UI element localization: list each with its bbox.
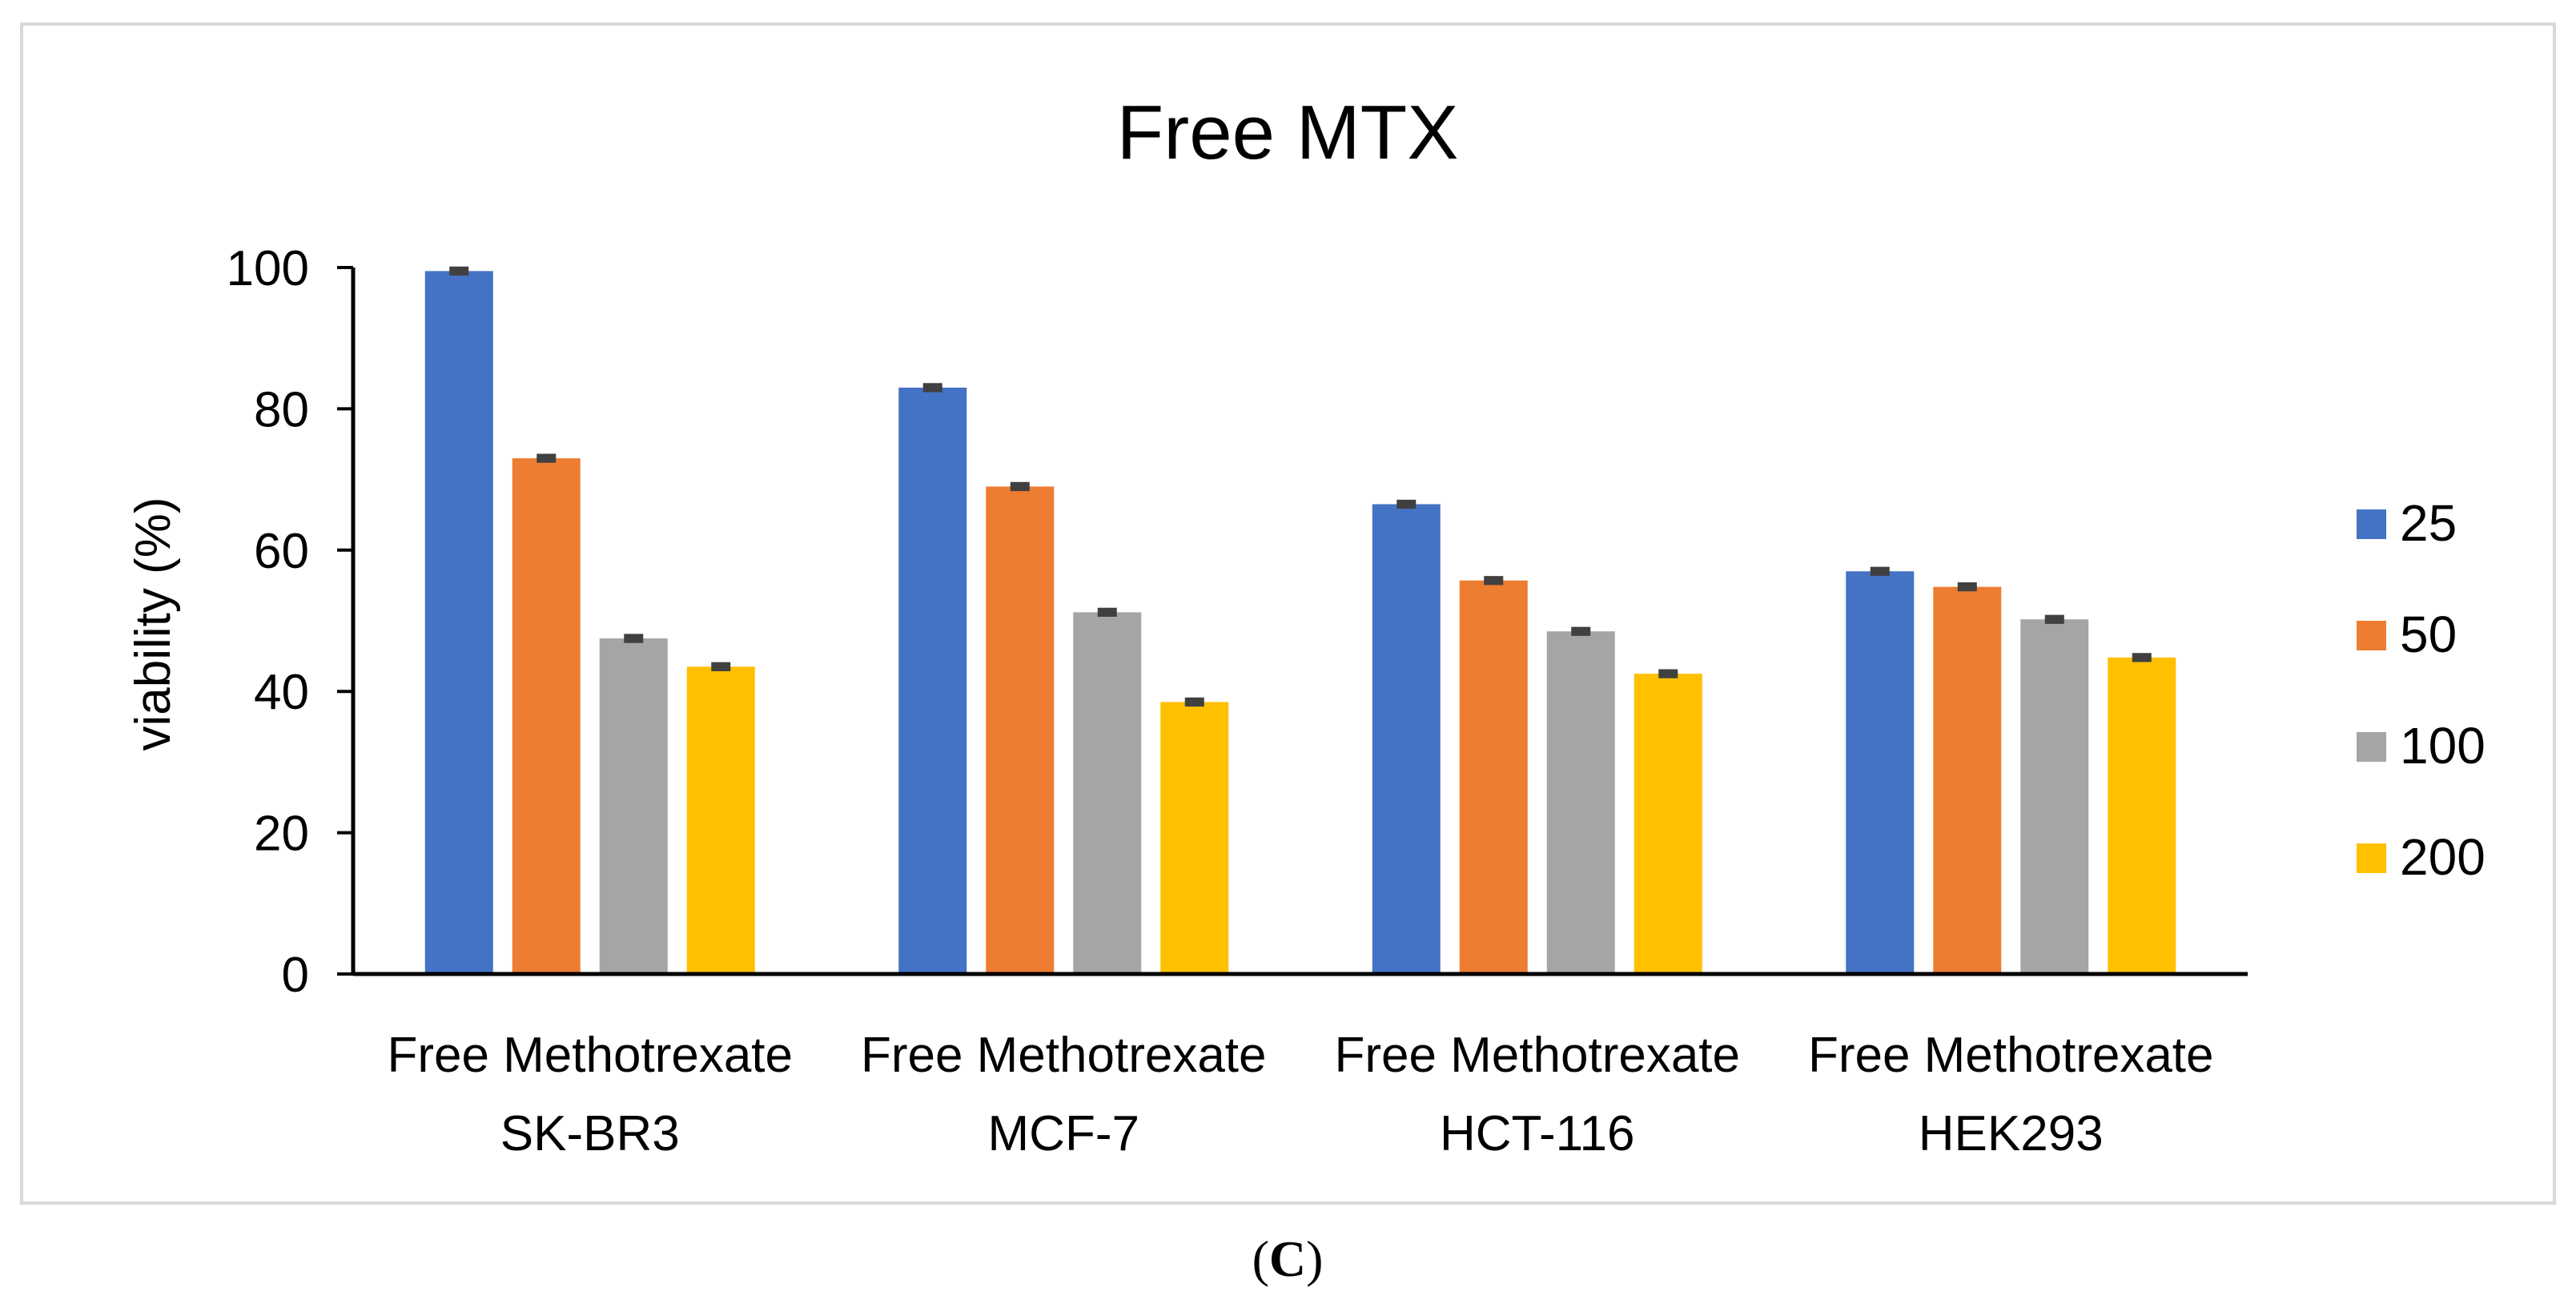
legend-label: 200 xyxy=(2400,828,2486,886)
bar xyxy=(898,387,967,974)
legend-swatch xyxy=(2357,509,2386,539)
bar xyxy=(2108,657,2176,974)
bars-layer xyxy=(424,266,2176,974)
caption-close-paren: ) xyxy=(1306,1230,1323,1287)
legend-swatch xyxy=(2357,843,2386,873)
x-tick-label: Free Methotrexate xyxy=(861,1028,1267,1083)
y-tick-label: 20 xyxy=(254,807,309,862)
bar xyxy=(1160,702,1229,974)
x-tick-label: SK-BR3 xyxy=(500,1106,680,1161)
bar xyxy=(1846,571,1915,974)
y-tick-label: 60 xyxy=(254,524,309,579)
bar xyxy=(1634,674,1702,974)
y-tick-label: 40 xyxy=(254,665,309,720)
bar xyxy=(1459,580,1528,974)
legend-label: 100 xyxy=(2400,717,2486,775)
x-axis-labels: Free Methotrexate SK-BR3 Free Methotrexate… xyxy=(387,1028,2213,1161)
y-axis-ticks: 0 20 40 60 80 100 xyxy=(227,241,353,1003)
bar xyxy=(686,666,755,974)
legend-swatch xyxy=(2357,621,2386,650)
x-tick-label: Free Methotrexate xyxy=(1808,1028,2214,1083)
x-tick-label: Free Methotrexate xyxy=(387,1028,793,1083)
legend: 25 50 100 200 xyxy=(2357,494,2486,886)
x-tick-label: Free Methotrexate xyxy=(1334,1028,1740,1083)
panel-caption: (C) xyxy=(1252,1230,1324,1287)
y-tick-label: 80 xyxy=(254,382,309,437)
legend-label: 50 xyxy=(2400,606,2457,663)
y-tick-label: 100 xyxy=(227,241,309,296)
caption-open-paren: ( xyxy=(1252,1230,1269,1287)
bar xyxy=(1372,504,1441,974)
bar xyxy=(2020,619,2089,974)
bar xyxy=(986,486,1055,974)
legend-swatch xyxy=(2357,732,2386,762)
caption-letter: C xyxy=(1269,1230,1306,1287)
chart-title: Free MTX xyxy=(1117,90,1459,175)
bar xyxy=(512,458,581,974)
y-tick-label: 0 xyxy=(282,948,309,1003)
bar xyxy=(1933,586,2002,974)
x-tick-label: HCT-116 xyxy=(1440,1106,1635,1161)
chart-frame xyxy=(20,22,2556,1205)
y-axis-label: viability (%) xyxy=(126,497,181,751)
legend-label: 25 xyxy=(2400,494,2457,552)
bar xyxy=(1546,631,1615,974)
x-tick-label: HEK293 xyxy=(1919,1106,2104,1161)
bar xyxy=(424,271,493,974)
x-tick-label: MCF-7 xyxy=(988,1106,1139,1161)
bar xyxy=(599,638,668,974)
bar xyxy=(1073,612,1142,974)
